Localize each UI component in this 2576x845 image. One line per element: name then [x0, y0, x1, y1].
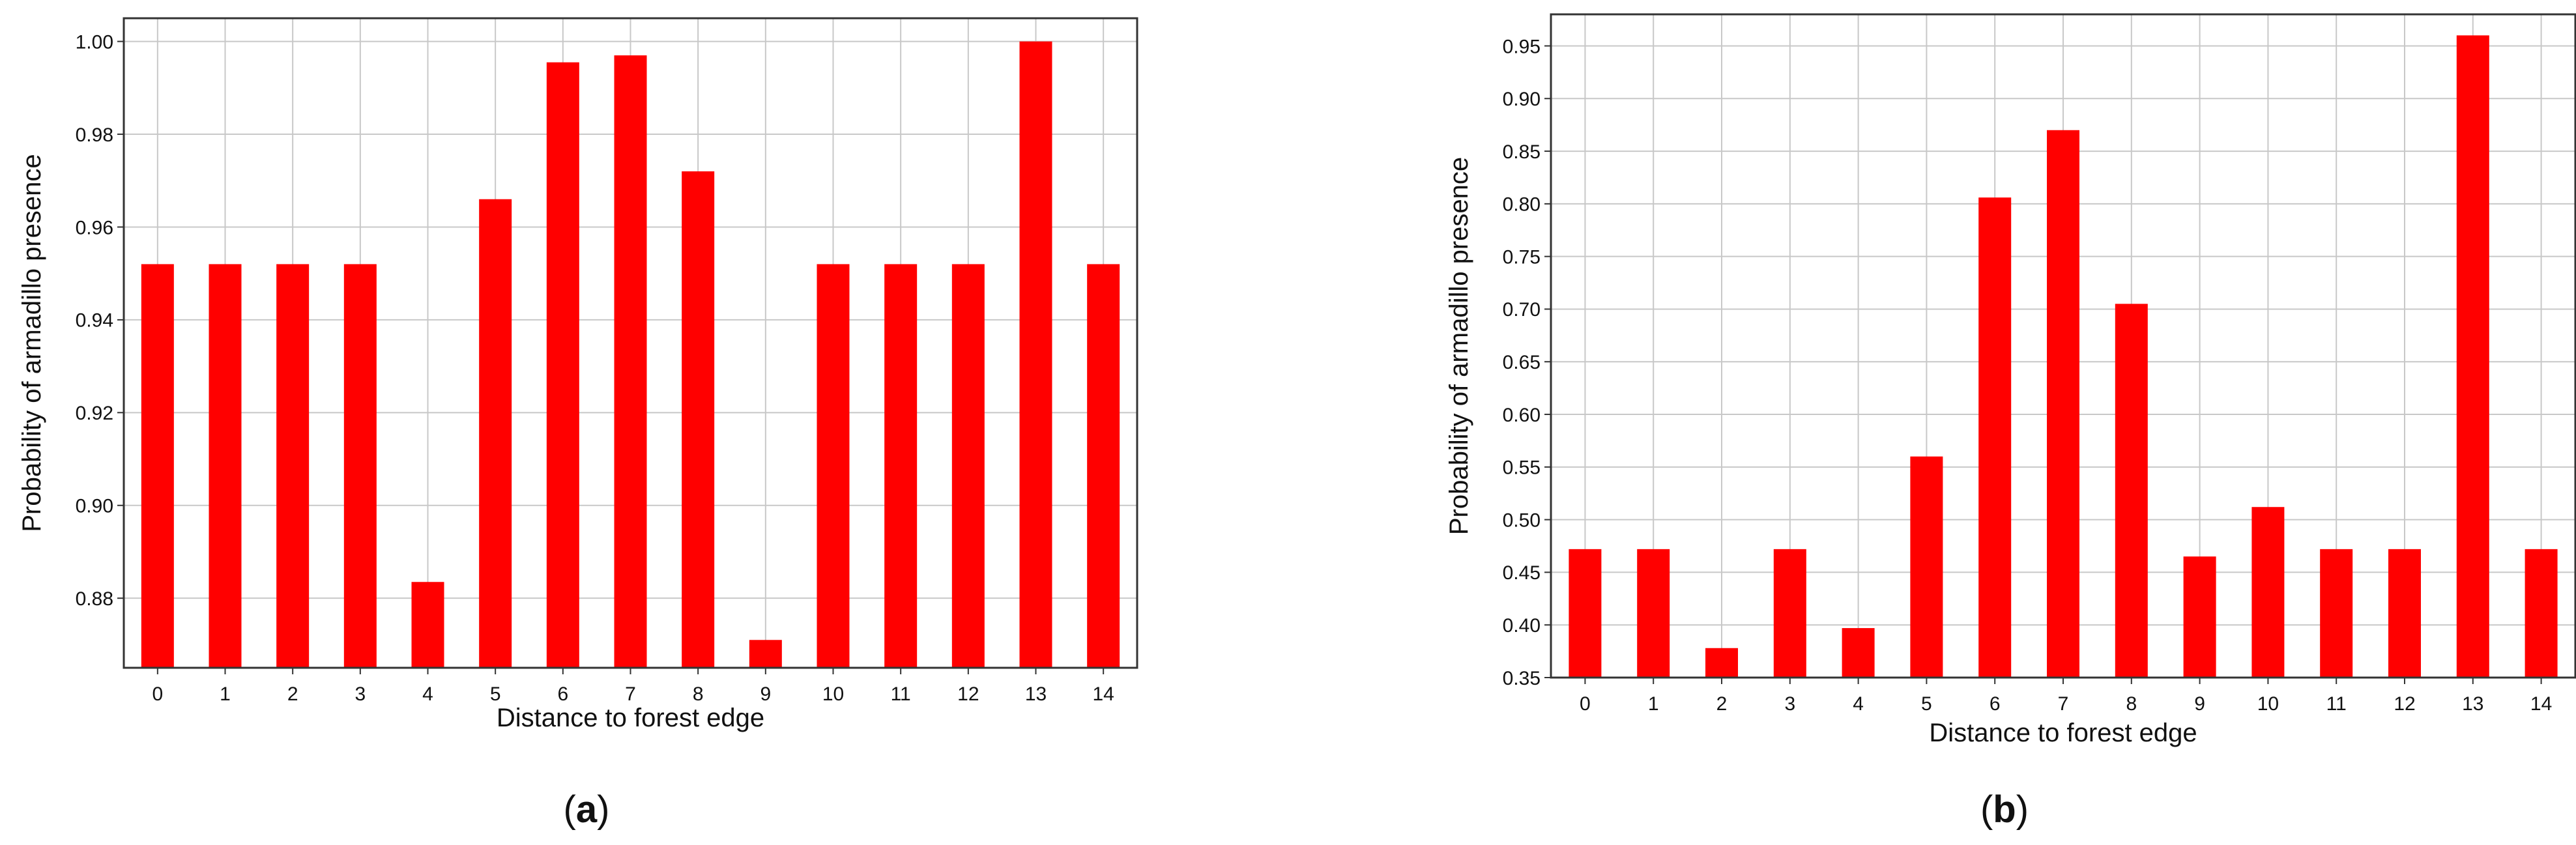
y-tick-label: 0.92	[76, 403, 113, 424]
y-tick-label: 1.00	[76, 31, 113, 53]
bar-5	[479, 199, 512, 668]
y-tick-label: 0.80	[1503, 194, 1541, 216]
bar-3	[343, 264, 377, 668]
y-tick-label: 0.88	[76, 588, 113, 610]
x-tick-label: 6	[557, 683, 568, 705]
bar-4	[1842, 628, 1875, 678]
y-tick-label: 0.85	[1503, 141, 1541, 163]
x-tick-label: 12	[2394, 693, 2415, 715]
chart-panel-a: 0.880.900.920.940.960.981.000 1 2 3 4 5 6 7 8 9 10…	[18, 17, 1138, 732]
panel-caption-a: (a)	[564, 788, 610, 831]
bar-9	[2183, 556, 2216, 678]
x-tick-label: 4	[1853, 693, 1864, 715]
x-tick-label: 9	[2194, 693, 2205, 715]
x-tick-label: 0	[1580, 693, 1591, 715]
x-tick-label: 3	[355, 683, 366, 705]
bar-6	[1978, 197, 2012, 678]
bar-5	[1910, 456, 1943, 678]
y-tick-label: 0.75	[1503, 246, 1541, 268]
bar-0	[141, 264, 174, 668]
panel-caption-a-letter: a	[576, 788, 598, 831]
x-tick-label: 10	[2257, 693, 2279, 715]
x-tick-label: 0	[152, 683, 163, 705]
x-tick-label: 10	[822, 683, 844, 705]
y-tick-label: 0.94	[76, 310, 113, 332]
y-tick-label: 0.60	[1503, 405, 1541, 426]
x-tick-label: 12	[957, 683, 979, 705]
x-tick-label: 3	[1784, 693, 1795, 715]
x-tick-label: 13	[2462, 693, 2483, 715]
y-tick-label: 0.95	[1503, 36, 1541, 57]
y-tick-label: 0.90	[76, 496, 113, 517]
bar-0	[1569, 549, 1602, 678]
bar-12	[951, 264, 985, 668]
y-axis-label: Probability of armadillo presence	[1445, 157, 1473, 535]
y-tick-label: 0.65	[1503, 352, 1541, 373]
x-tick-label: 6	[1990, 693, 2001, 715]
y-tick-label: 0.50	[1503, 509, 1541, 531]
bar-9	[749, 640, 782, 668]
y-tick-label: 0.98	[76, 124, 113, 146]
y-tick-label: 0.40	[1503, 615, 1541, 637]
bar-10	[2251, 507, 2285, 678]
x-tick-label: 1	[220, 683, 231, 705]
bar-8	[682, 171, 715, 668]
bar-1	[209, 264, 242, 668]
y-tick-label: 0.55	[1503, 457, 1541, 479]
x-tick-label: 5	[490, 683, 501, 705]
bar-12	[2388, 549, 2421, 678]
x-tick-label: 7	[2058, 693, 2069, 715]
x-tick-label: 8	[693, 683, 704, 705]
y-tick-label: 0.70	[1503, 299, 1541, 321]
bar-11	[884, 264, 918, 668]
bar-7	[2047, 130, 2079, 678]
y-tick-label: 0.35	[1503, 668, 1541, 689]
panel-caption-b-letter: b	[1993, 788, 2016, 831]
x-tick-label: 14	[2530, 693, 2552, 715]
chart-panel-b: 0.35 0.40 0.45 0.50 0.55 0.60 0.65 0.70 0.75 0.80…	[1445, 13, 2576, 747]
x-tick-label: 5	[1921, 693, 1932, 715]
x-tick-label: 2	[1716, 693, 1728, 715]
bar-2	[276, 264, 310, 668]
bar-14	[1087, 264, 1120, 668]
bar-10	[817, 264, 850, 668]
bar-4	[411, 582, 444, 668]
x-tick-label: 2	[287, 683, 298, 705]
bar-1	[1637, 549, 1670, 678]
bar-11	[2320, 549, 2353, 678]
bar-7	[614, 55, 647, 668]
bar-6	[546, 62, 579, 668]
x-tick-label: 7	[625, 683, 636, 705]
x-tick-label: 8	[2126, 693, 2137, 715]
y-tick-label: 0.45	[1503, 562, 1541, 584]
x-axis-label: Distance to forest edge	[1929, 719, 2197, 747]
bar-14	[2525, 549, 2558, 678]
bar-13	[1019, 41, 1052, 668]
x-tick-label: 4	[422, 683, 433, 705]
x-tick-label: 14	[1092, 683, 1114, 705]
y-tick-label: 0.90	[1503, 89, 1541, 110]
x-tick-label: 1	[1648, 693, 1659, 715]
x-tick-label: 11	[2326, 693, 2347, 715]
x-tick-label: 11	[891, 683, 911, 705]
x-tick-label: 13	[1025, 683, 1047, 705]
x-tick-label: 9	[760, 683, 771, 705]
x-axis-label: Distance to forest edge	[497, 704, 764, 732]
panel-caption-b: (b)	[1980, 788, 2029, 831]
bar-3	[1773, 549, 1806, 678]
y-tick-label: 0.96	[76, 217, 113, 238]
bar-8	[2115, 304, 2148, 678]
y-axis-label: Probability of armadillo presence	[18, 154, 46, 532]
bar-2	[1705, 648, 1738, 678]
bar-13	[2456, 35, 2489, 678]
